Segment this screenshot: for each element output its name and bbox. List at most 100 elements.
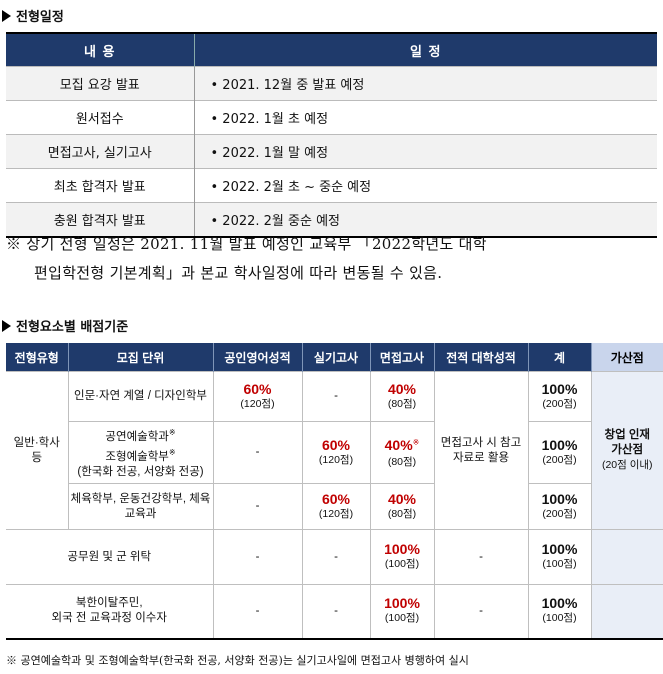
table-row: 모집 요강 발표 • 2021. 12월 중 발표 예정 [6, 66, 657, 101]
unit-cell: 체육학부, 운동건강학부, 체육교육과 [68, 483, 214, 530]
unit-cell: 인문·자연 계열 / 디자인학부 [67, 371, 214, 422]
total-pct: 100% [541, 380, 578, 397]
english-cell: - [212, 421, 303, 484]
header-interview: 면접고사 [370, 343, 435, 372]
interview-pct: 40% [387, 490, 417, 507]
practical-pts: (120점) [318, 453, 354, 466]
table-row: 체육학부, 운동건강학부, 체육교육과 - 60% (120점) 40% (80점)… [6, 483, 663, 530]
practical-cell: - [301, 371, 371, 422]
total-pts: (200점) [542, 453, 577, 466]
schedule-title-text: 전형일정 [16, 10, 64, 25]
interview-pct: 100% [384, 541, 420, 557]
schedule-item: 모집 요강 발표 [6, 66, 195, 101]
practical-cell: 60% (120점) [301, 421, 371, 484]
total-pts: (200점) [542, 507, 577, 520]
type-general: 일반·학사 등 [6, 371, 69, 530]
english-pct: 60% [243, 380, 272, 397]
total-pts: (100점) [542, 558, 577, 570]
unit-line2: 외국 전 교육과정 이수자 [51, 612, 167, 625]
interview-pts: (80점) [387, 507, 417, 520]
schedule-section-title: 전형일정 [2, 6, 64, 25]
unit-cell: 북한이탈주민, 외국 전 교육과정 이수자 [6, 584, 214, 640]
interview-pts: (100점) [384, 558, 420, 570]
schedule-date: • 2021. 12월 중 발표 예정 [194, 66, 657, 101]
table-row: 최초 합격자 발표 • 2022. 2월 초 ~ 중순 예정 [6, 168, 657, 203]
practical-pct: 60% [321, 436, 351, 453]
practical-pts: (120점) [318, 507, 354, 520]
schedule-item: 원서접수 [6, 100, 195, 135]
bonus-line1: 창업 인재 [604, 429, 650, 441]
scoring-footnote: ※ 공연예술학과 및 조형예술학부(한국화 전공, 서양화 전공)는 실기고사일… [6, 654, 469, 667]
schedule-table: 내 용 일 정 모집 요강 발표 • 2021. 12월 중 발표 예정 원서접수… [6, 32, 657, 238]
table-row: 원서접수 • 2022. 1월 초 예정 [6, 100, 657, 135]
bonus-line2: 가산점 [611, 444, 644, 456]
scoring-header-row: 전형유형 모집 단위 공인영어성적 실기고사 면접고사 전적 대학성적 계 가산… [6, 343, 663, 372]
total-cell: 100% (100점) [527, 584, 592, 640]
table-row: 면접고사, 실기고사 • 2022. 1월 말 예정 [6, 134, 657, 169]
interview-pts: (80점) [387, 455, 417, 468]
header-english: 공인영어성적 [213, 343, 303, 372]
unit-line1: 공연예술학과 [105, 431, 169, 443]
total-cell: 100% (200점) [527, 421, 591, 484]
table-row: 충원 합격자 발표 • 2022. 2월 중순 예정 [6, 202, 657, 237]
header-unit: 모집 단위 [68, 343, 214, 372]
header-type: 전형유형 [6, 343, 69, 372]
schedule-date: • 2022. 2월 초 ~ 중순 예정 [194, 168, 657, 203]
unit-line3: (한국화 전공, 서양화 전공) [77, 465, 204, 478]
triangle-bullet-icon [2, 9, 11, 22]
header-date: 일 정 [193, 33, 657, 67]
triangle-bullet-icon [2, 319, 11, 332]
scoring-section-title: 전형요소별 배점기준 [2, 316, 128, 335]
total-cell: 100% (100점) [527, 529, 592, 585]
practical-pct: 60% [321, 490, 351, 507]
practical-cell: - [301, 584, 371, 640]
interview-pct: 40% [384, 436, 413, 453]
interview-cell: 100% (100점) [369, 529, 435, 585]
header-bonus: 가산점 [591, 343, 663, 372]
table-row: 일반·학사 등 인문·자연 계열 / 디자인학부 60% (120점) - 40%… [6, 371, 663, 530]
english-pts: (120점) [240, 397, 275, 410]
schedule-note-line2: 편입학전형 기본계획」과 본교 학사일정에 따라 변동될 수 있음. [34, 264, 443, 282]
schedule-date: • 2022. 2월 중순 예정 [194, 202, 657, 237]
prior-gpa-cell: 면접고사 시 참고자료로 활용 [433, 371, 529, 530]
bonus-cell-empty [590, 529, 663, 585]
total-pts: (100점) [542, 612, 577, 625]
interview-cell: 40% (80점) [369, 371, 435, 422]
unit-cell: 공무원 및 군 위탁 [6, 529, 214, 585]
bonus-cell-empty [590, 584, 663, 640]
header-content: 내 용 [6, 33, 194, 67]
schedule-date: • 2022. 1월 초 예정 [194, 100, 657, 135]
total-pts: (200점) [542, 397, 577, 410]
schedule-note-line1: ※ 상기 전형 일정은 2021. 11월 발표 예정인 교육부 「2022학년… [6, 235, 487, 253]
total-cell: 100% (200점) [527, 371, 592, 422]
interview-pts: (100점) [384, 612, 420, 625]
table-row: 공무원 및 군 위탁 - - 100% (100점) - 100% (100점) [6, 529, 663, 585]
header-total: 계 [528, 343, 592, 372]
english-cell: - [212, 529, 303, 585]
total-pct: 100% [541, 490, 578, 507]
interview-cell: 40% (80점) [369, 483, 435, 530]
interview-pts: (80점) [387, 397, 417, 410]
english-cell: - [212, 483, 303, 530]
schedule-item: 면접고사, 실기고사 [6, 134, 195, 169]
schedule-header-row: 내 용 일 정 [6, 33, 657, 67]
interview-cell: 40%※ (80점) [369, 421, 435, 484]
schedule-item: 충원 합격자 발표 [6, 202, 195, 237]
footnote-mark: ※ [412, 438, 420, 448]
unit-cell: 공연예술학과※ 조형예술학부※ (한국화 전공, 서양화 전공) [68, 421, 214, 484]
english-cell: 60% (120점) [212, 371, 303, 422]
scoring-title-text: 전형요소별 배점기준 [16, 320, 129, 335]
schedule-item: 최초 합격자 발표 [6, 168, 195, 203]
prior-gpa-cell: - [433, 584, 529, 640]
unit-line1: 북한이탈주민, [75, 597, 143, 610]
total-pct: 100% [541, 595, 578, 612]
interview-pct: 100% [384, 595, 420, 612]
header-prior-gpa: 전적 대학성적 [434, 343, 529, 372]
footnote-mark: ※ [168, 428, 176, 438]
header-practical: 실기고사 [302, 343, 371, 372]
interview-cell: 100% (100점) [369, 584, 435, 640]
schedule-date: • 2022. 1월 말 예정 [194, 134, 657, 169]
prior-gpa-cell: - [433, 529, 529, 585]
bonus-line3: (20점 이내) [601, 459, 653, 471]
